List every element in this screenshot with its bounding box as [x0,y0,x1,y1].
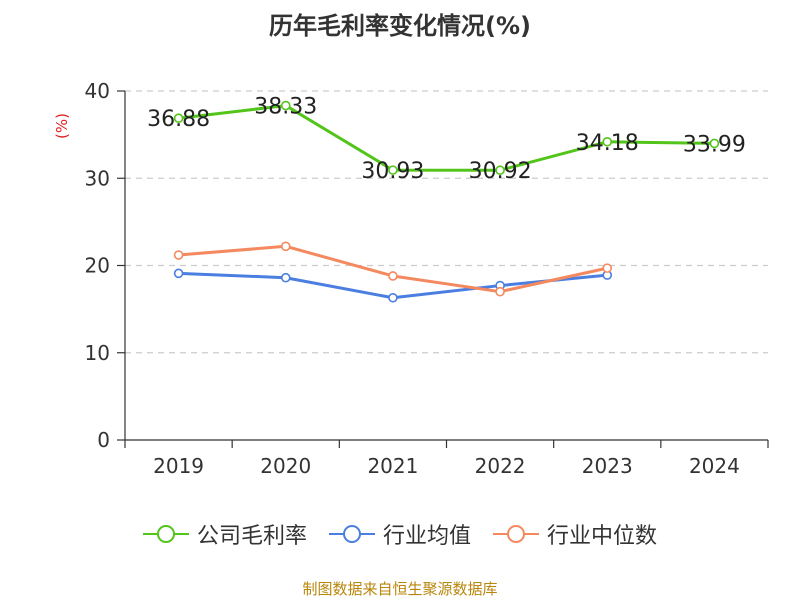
y-tick-label: 0 [97,428,110,452]
legend-item-industry-average[interactable]: 行业均值 [328,518,471,550]
legend-label-company: 公司毛利率 [196,524,307,549]
data-point [602,263,613,273]
data-point [388,165,398,175]
data-point [173,268,184,279]
data-point [495,286,505,297]
data-point [280,100,291,111]
data-label: 34.18 [576,131,639,156]
legend-label-median: 行业中位数 [547,524,658,549]
legend-marker-median [493,525,539,543]
x-tick-label: 2023 [582,454,633,478]
x-tick-label: 2022 [475,454,526,478]
data-label: 36.88 [147,107,210,132]
data-point [173,113,184,124]
data-label: 30.93 [361,159,424,184]
x-tick-label: 2021 [367,454,418,478]
x-tick-label: 2019 [153,454,204,478]
y-tick-label: 30 [85,166,110,190]
y-tick-label: 40 [85,79,110,103]
series-line-1 [178,104,715,172]
x-tick-label: 2020 [260,454,311,478]
legend-marker-average [328,525,375,543]
legend: 公司毛利率 行业均值 行业中位数 [0,518,800,550]
chart-title: 历年毛利率变化情况(%) [269,12,531,40]
legend-item-industry-median[interactable]: 行业中位数 [493,518,657,550]
y-tick-label: 20 [85,254,110,278]
data-point [602,136,613,147]
data-point [709,138,720,149]
y-axis-unit-label: (%) [53,113,71,139]
legend-item-company-gross-margin[interactable]: 公司毛利率 [142,518,307,550]
y-tick-label: 10 [85,341,110,365]
data-point [495,165,505,176]
legend-label-average: 行业均值 [382,524,471,549]
data-point [388,292,398,303]
series-line-3 [178,244,608,294]
data-point [280,241,291,252]
source-note: 制图数据来自恒生聚源数据库 [302,580,498,598]
data-label: 33.99 [683,132,746,157]
data-point [173,250,184,260]
x-tick-label: 2024 [689,454,740,478]
data-point [280,272,291,283]
data-label: 38.33 [254,95,317,120]
legend-marker-company [142,525,189,543]
data-point [388,271,398,281]
data-label: 30.92 [469,159,532,184]
